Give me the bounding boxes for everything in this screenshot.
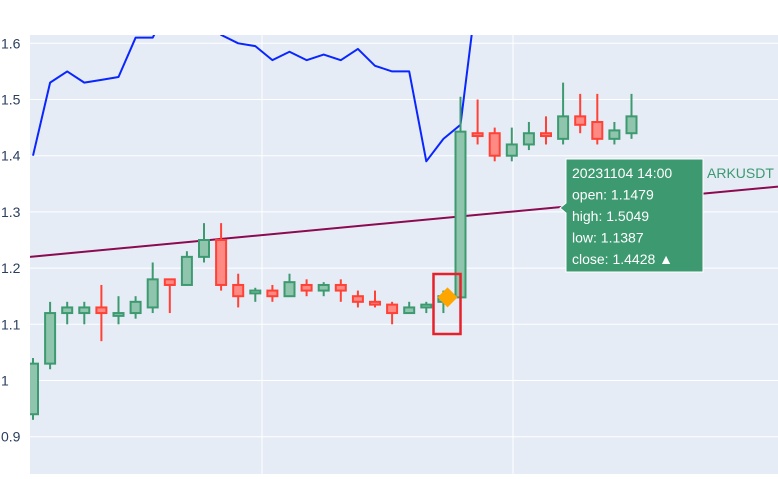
candle [334, 279, 347, 302]
candle-body [522, 132, 535, 146]
candle-body [351, 295, 364, 303]
tooltip-line: close: 1.4428 ▲ [572, 251, 673, 267]
candle [30, 358, 39, 420]
candle [386, 301, 399, 325]
tooltip-line: 20231104 14:00 [572, 165, 672, 181]
candle-body [471, 132, 484, 138]
candle [78, 301, 91, 325]
candle-body [163, 278, 176, 286]
candle [625, 93, 638, 139]
candle-body [95, 306, 108, 315]
candle-body [488, 132, 501, 157]
candle [488, 127, 501, 162]
candle-body [180, 255, 193, 286]
candle [574, 93, 587, 134]
candle [471, 99, 484, 145]
candle [317, 282, 330, 297]
candle-body [608, 129, 621, 140]
candle-body [283, 281, 296, 298]
candle [163, 278, 176, 314]
candle-body [215, 239, 228, 286]
y-tick-label: 0.9 [1, 429, 21, 445]
candle-body [249, 289, 262, 295]
candle [95, 284, 108, 342]
candle-body [317, 283, 330, 292]
candle [591, 93, 604, 145]
candle-body [591, 120, 604, 140]
candle-body [369, 300, 381, 306]
candle-body [266, 289, 279, 298]
candle-body [146, 278, 159, 309]
candle [198, 223, 210, 263]
y-tick-label: 1.3 [1, 204, 21, 220]
candle [522, 121, 535, 151]
candle [112, 296, 125, 325]
candle [608, 121, 621, 145]
candle-body [420, 303, 433, 309]
candle-body [78, 306, 91, 315]
candle-body [300, 283, 313, 292]
tooltip-box [559, 158, 704, 273]
candle [146, 262, 159, 314]
y-tick-label: 1.6 [1, 35, 21, 51]
candle [283, 273, 296, 298]
tooltip-line: low: 1.1387 [572, 230, 644, 246]
candle-body [198, 239, 210, 258]
candle [557, 82, 570, 145]
candle [369, 290, 381, 308]
y-tick-label: 1.1 [1, 316, 21, 332]
candle-body [44, 312, 57, 365]
y-tick-label: 1.4 [1, 148, 21, 164]
candle-body [112, 312, 125, 317]
candle [300, 279, 313, 297]
candle-body [129, 300, 142, 315]
candle [351, 290, 364, 308]
candle-body [574, 115, 587, 126]
candle [61, 301, 74, 325]
candle-body [403, 306, 416, 315]
candle [266, 284, 279, 302]
candle-body [386, 303, 399, 315]
highlight-box [432, 272, 462, 336]
candle [232, 273, 245, 308]
candle-body [505, 143, 518, 157]
candle [129, 296, 142, 319]
candle-body [232, 283, 245, 298]
y-tick-label: 1.5 [1, 92, 21, 108]
candle [505, 127, 518, 162]
candle-body [557, 115, 570, 140]
hover-tooltip: 20231104 14:00 open: 1.1479 high: 1.5049 lo… [559, 158, 774, 273]
y-tick-label: 1.2 [1, 260, 21, 276]
candle-body [61, 306, 74, 315]
candle [249, 287, 262, 302]
candle [180, 251, 193, 286]
candle [540, 116, 552, 145]
tooltip-line: open: 1.1479 [572, 187, 654, 203]
candle [44, 301, 57, 370]
candle-body [625, 115, 638, 135]
candle [403, 301, 416, 315]
blue-indicator-line [32, 35, 473, 163]
y-tick-label: 1 [1, 373, 9, 389]
tooltip-line: high: 1.5049 [572, 208, 649, 224]
marker-diamond [437, 287, 458, 308]
candle-body [540, 132, 552, 138]
candle [420, 301, 433, 314]
tooltip-series-label: ARKUSDT [707, 165, 774, 181]
candle-body [454, 130, 467, 299]
candle [215, 223, 228, 291]
candle-body [334, 283, 347, 292]
candle-body [30, 362, 39, 416]
